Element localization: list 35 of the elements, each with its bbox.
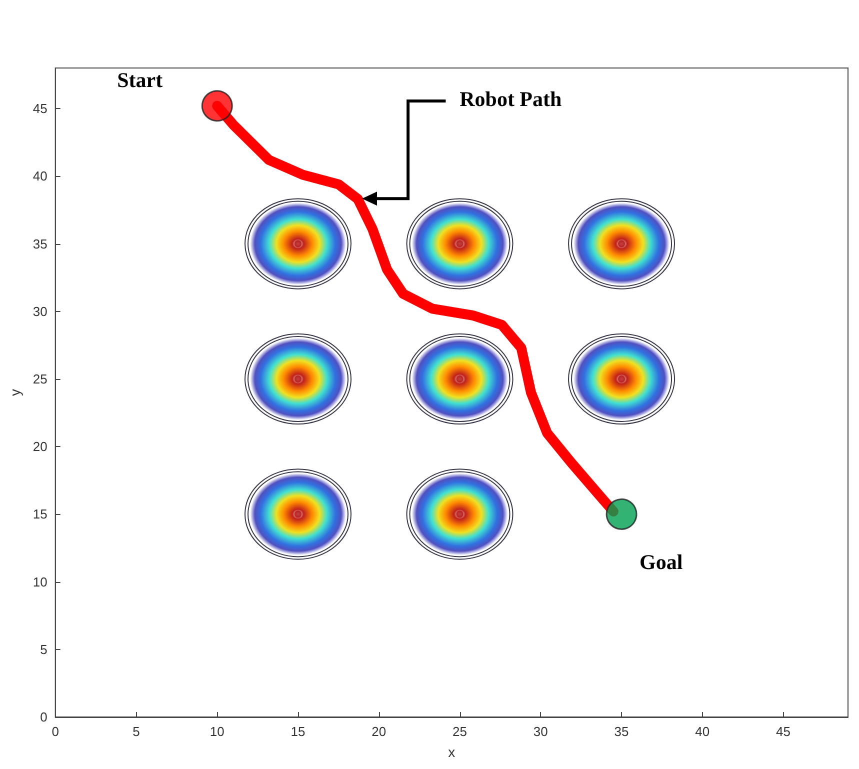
point [294, 375, 302, 382]
x-tick-label: 0 [52, 724, 59, 739]
y-tick-label: 30 [32, 304, 48, 319]
x-tick-label: 40 [695, 724, 710, 739]
x-tick-label: 25 [452, 724, 467, 739]
x-tick-label: 45 [776, 724, 791, 739]
y-tick-label: 15 [32, 506, 48, 522]
y-tick-label: 40 [32, 168, 48, 184]
x-axis-title: x [448, 744, 456, 760]
y-tick-label: 45 [32, 101, 48, 116]
x-tick-label: 30 [533, 724, 548, 739]
x-tick-label: 15 [290, 724, 306, 739]
annotation: Start [117, 68, 163, 93]
annotation: Goal [640, 550, 683, 576]
x-tick-label: 35 [614, 724, 629, 739]
point [294, 240, 302, 248]
y-axis-title: y [7, 389, 23, 396]
point [456, 375, 464, 382]
point [606, 498, 638, 530]
y-tick-label: 25 [32, 371, 48, 386]
point [456, 510, 464, 518]
x-tick-label: 5 [132, 724, 140, 739]
x-tick-label: 10 [210, 724, 224, 739]
x-tick-label: 20 [372, 724, 386, 739]
annotation: Robot Path [460, 87, 562, 112]
point [294, 510, 302, 518]
y-tick-label: 10 [32, 574, 48, 590]
point [201, 90, 233, 122]
y-tick-label: 5 [40, 642, 48, 657]
y-tick-label: 0 [40, 710, 48, 724]
point [618, 375, 626, 382]
point [456, 240, 464, 248]
point [618, 240, 626, 248]
y-tick-label: 35 [32, 236, 48, 252]
y-tick-label: 20 [32, 439, 48, 454]
